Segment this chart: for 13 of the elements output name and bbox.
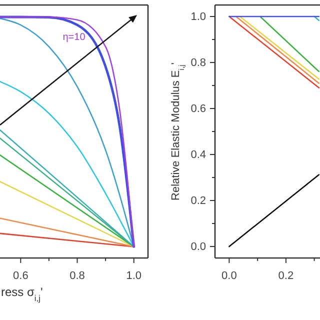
- x-tick-label: 0.6: [13, 270, 28, 282]
- y-tick-label: 1.0: [190, 11, 206, 24]
- y-tick-label: 0.6: [190, 103, 206, 116]
- x-tick-label: 1.0: [126, 270, 142, 282]
- y-tick-label: 0.0: [190, 241, 206, 254]
- x-axis-title: ress σ$_{i,j}$': [1, 285, 43, 303]
- y-tick-label: 0.8: [190, 57, 206, 70]
- x-tick-label: 0.2: [278, 270, 294, 282]
- annotation: η=10: [62, 32, 86, 43]
- x-tick-label: 0.0: [222, 270, 237, 282]
- y-tick-label: 0.4: [190, 149, 206, 162]
- x-tick-label: 0.8: [70, 270, 85, 282]
- y-tick-label: 0.2: [190, 195, 206, 208]
